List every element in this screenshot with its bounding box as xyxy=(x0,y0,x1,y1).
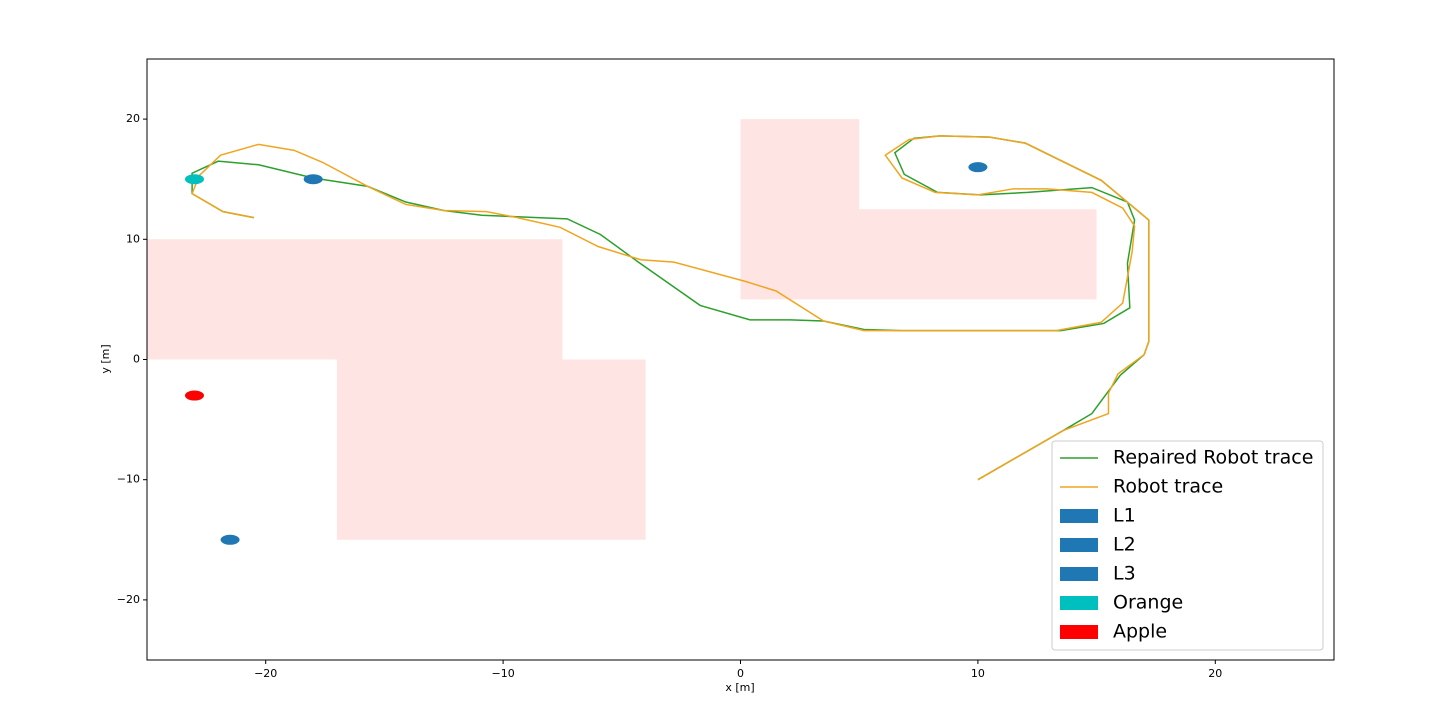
legend-swatch xyxy=(1060,625,1098,639)
legend-swatch xyxy=(1060,567,1098,581)
y-tick-label: 20 xyxy=(126,112,140,125)
y-axis-label: y [m] xyxy=(99,344,112,373)
legend-label: Repaired Robot trace xyxy=(1113,447,1313,469)
marker xyxy=(184,174,204,185)
marker xyxy=(303,174,323,185)
y-tick-label: 10 xyxy=(126,232,140,245)
marker xyxy=(968,162,988,173)
marker xyxy=(184,390,204,401)
x-tick-label: −20 xyxy=(254,667,277,680)
legend-label: Orange xyxy=(1113,592,1183,614)
x-tick-label: 20 xyxy=(1208,667,1222,680)
marker xyxy=(220,534,240,545)
legend-label: Apple xyxy=(1113,621,1167,643)
legend-label: Robot trace xyxy=(1113,476,1223,498)
x-tick-label: 0 xyxy=(737,667,744,680)
legend-box xyxy=(1051,440,1324,651)
y-tick-label: 0 xyxy=(133,353,140,366)
legend-swatch xyxy=(1060,509,1098,523)
x-tick-label: 10 xyxy=(971,667,985,680)
region xyxy=(147,239,646,540)
legend-swatch xyxy=(1060,538,1098,552)
y-tick-label: −20 xyxy=(117,593,140,606)
legend-label: L2 xyxy=(1113,534,1136,556)
x-tick-label: −10 xyxy=(491,667,514,680)
legend-label: L3 xyxy=(1113,563,1136,585)
region xyxy=(740,119,1097,300)
legend: Repaired Robot trace Robot trace L1 L2 L3 Ora… xyxy=(1051,440,1324,651)
x-axis-label: x [m] xyxy=(725,681,754,694)
trace-line xyxy=(191,135,1150,481)
legend-swatch xyxy=(1060,596,1098,610)
legend-label: L1 xyxy=(1113,505,1136,527)
y-tick-label: −10 xyxy=(117,473,140,486)
